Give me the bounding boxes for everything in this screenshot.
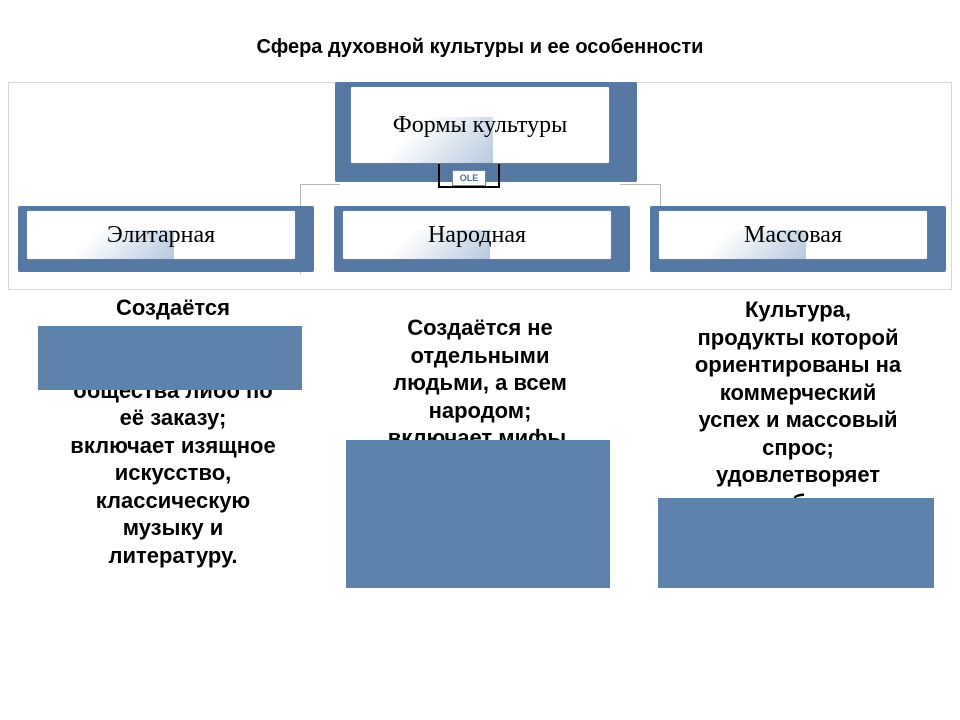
ole-icon: OLE xyxy=(452,170,486,186)
root-label: Формы культуры xyxy=(393,112,567,139)
branch-card-mass: Массовая xyxy=(658,210,928,260)
overlay-block-elite xyxy=(38,326,302,390)
branch-label-elite: Элитарная xyxy=(107,222,215,249)
branch-card-folk: Народная xyxy=(342,210,612,260)
slide-title: Сфера духовной культуры и ее особенности xyxy=(0,36,960,59)
diagram-stage: Сфера духовной культуры и ее особенности… xyxy=(0,0,960,720)
overlay-block-mass xyxy=(658,498,934,588)
ole-text: OLE xyxy=(460,173,479,183)
connector-line xyxy=(300,184,340,185)
branch-card-elite: Элитарная xyxy=(26,210,296,260)
branch-label-folk: Народная xyxy=(428,222,526,249)
branch-label-mass: Массовая xyxy=(744,222,842,249)
connector-line xyxy=(620,184,660,185)
overlay-block-folk xyxy=(346,440,610,588)
root-card: Формы культуры xyxy=(350,86,610,164)
